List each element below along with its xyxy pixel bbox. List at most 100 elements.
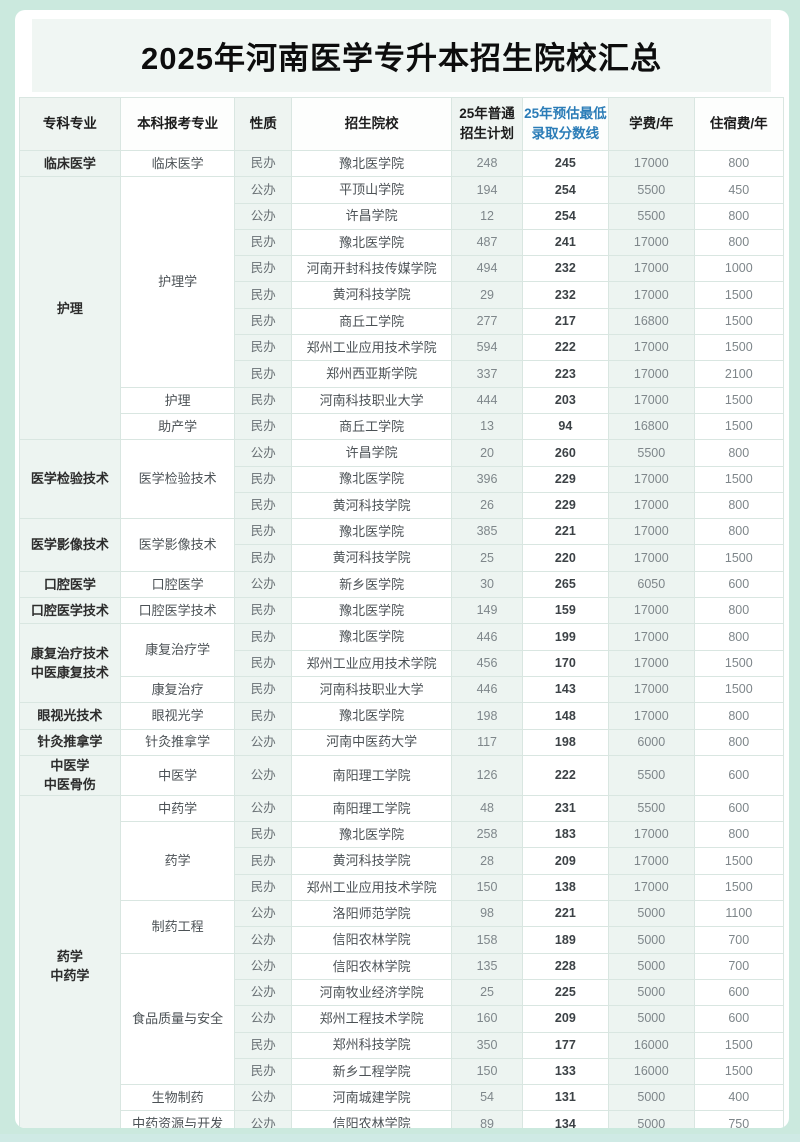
nature-cell: 民办: [234, 544, 292, 572]
plan-cell: 258: [451, 821, 523, 849]
score-cell: 199: [521, 623, 610, 651]
college-cell: 郑州科技学院: [290, 1031, 453, 1059]
score-cell: 159: [521, 597, 610, 625]
table-header: 专科专业 本科报考专业 性质 招生院校 25年普通 招生计划 25年预估最低 录取分数线 学费/…: [19, 97, 785, 151]
col-spec-major-header: 专科专业: [19, 97, 121, 151]
tuition-cell: 17000: [608, 847, 695, 875]
score-cell: 229: [521, 491, 610, 520]
score-cell: 223: [521, 360, 610, 388]
table-row: 民办 郑州工业应用技术学院 150 138 17000 1500: [20, 873, 785, 902]
score-cell: 221: [521, 900, 610, 928]
score-cell: 229: [521, 465, 610, 493]
plan-cell: 25: [451, 978, 523, 1007]
score-cell: 231: [521, 794, 610, 823]
dorm-cell: 700: [693, 926, 785, 954]
college-cell: 豫北医学院: [290, 518, 453, 546]
spec-major-cell: 中医学 中医骨伤: [19, 754, 121, 796]
college-cell: 豫北医学院: [290, 228, 453, 257]
dorm-cell: 800: [693, 597, 785, 625]
plan-cell: 150: [451, 1057, 523, 1086]
plan-cell: 158: [451, 926, 523, 954]
nature-cell: 民办: [234, 623, 292, 651]
score-cell: 254: [521, 176, 610, 204]
admissions-table: 专科专业 本科报考专业 性质 招生院校 25年普通 招生计划 25年预估最低 录取分数线 学费/…: [19, 97, 785, 1128]
table-row: 民办 黄河科技学院 29 232 17000 1500: [20, 281, 785, 309]
nature-cell: 公办: [234, 754, 292, 796]
dorm-cell: 800: [693, 491, 785, 520]
score-cell: 241: [521, 228, 610, 257]
nature-cell: 民办: [234, 675, 292, 704]
score-cell: 209: [521, 847, 610, 875]
plan-cell: 385: [451, 518, 523, 546]
nature-cell: 民办: [234, 847, 292, 875]
dorm-cell: 1500: [693, 1031, 785, 1059]
dorm-cell: 400: [693, 1084, 785, 1112]
plan-cell: 198: [451, 702, 523, 730]
nature-cell: 公办: [234, 794, 292, 823]
table-row: 护理 护理学 公办 平顶山学院 194 254 5500 450: [19, 176, 785, 441]
bachelor-major-cell: 食品质量与安全: [119, 952, 236, 1086]
plan-cell: 26: [451, 491, 523, 520]
college-cell: 豫北医学院: [290, 702, 453, 730]
plan-cell: 277: [451, 307, 523, 336]
nature-cell: 民办: [234, 360, 292, 388]
table-row: 民办 郑州西亚斯学院 337 223 17000 2100: [20, 360, 785, 388]
nature-cell: 公办: [234, 439, 292, 467]
tuition-cell: 17000: [608, 334, 695, 362]
bachelor-major-cell: 中药学: [119, 794, 236, 823]
plan-cell: 446: [451, 623, 523, 651]
nature-cell: 民办: [234, 386, 292, 414]
spec-major-cell: 口腔医学: [19, 570, 121, 599]
plan-cell: 54: [451, 1084, 523, 1112]
tuition-cell: 17000: [608, 491, 695, 520]
nature-cell: 民办: [234, 491, 292, 520]
nature-cell: 民办: [234, 649, 292, 677]
tuition-cell: 16000: [608, 1057, 695, 1086]
tuition-cell: 5000: [608, 1005, 695, 1033]
bottom-strip: [0, 1134, 800, 1142]
plan-cell: 126: [451, 754, 523, 796]
score-cell: 221: [521, 518, 610, 546]
plan-cell: 150: [451, 873, 523, 902]
college-cell: 豫北医学院: [290, 465, 453, 493]
tuition-cell: 17000: [608, 281, 695, 309]
plan-cell: 444: [451, 386, 523, 414]
college-cell: 黄河科技学院: [290, 491, 453, 520]
tuition-cell: 17000: [608, 623, 695, 651]
plan-cell: 29: [451, 281, 523, 309]
tuition-cell: 5500: [608, 176, 695, 204]
score-cell: 245: [521, 149, 610, 178]
college-cell: 信阳农林学院: [290, 952, 453, 980]
score-cell: 254: [521, 202, 610, 230]
dorm-cell: 450: [693, 176, 785, 204]
nature-cell: 公办: [234, 1110, 292, 1128]
nature-cell: 公办: [234, 202, 292, 230]
nature-cell: 公办: [234, 900, 292, 928]
dorm-cell: 800: [693, 518, 785, 546]
score-cell: 217: [521, 307, 610, 336]
tuition-cell: 17000: [608, 675, 695, 704]
dorm-cell: 700: [693, 952, 785, 980]
dorm-cell: 1500: [693, 649, 785, 677]
spec-major-cell: 药学 中药学: [19, 794, 121, 1128]
score-cell: 220: [521, 544, 610, 572]
nature-cell: 民办: [234, 873, 292, 902]
table-row: 助产学 民办 商丘工学院 13 94 16800 1500: [20, 412, 785, 441]
bachelor-major-cell: 药学: [119, 821, 236, 902]
plan-cell: 149: [451, 597, 523, 625]
score-cell: 148: [521, 702, 610, 730]
score-cell: 189: [521, 926, 610, 954]
tuition-cell: 5000: [608, 952, 695, 980]
spec-major-cell: 医学影像技术: [19, 518, 121, 572]
table-row: 公办 河南牧业经济学院 25 225 5000 600: [20, 978, 785, 1007]
college-cell: 信阳农林学院: [290, 926, 453, 954]
college-cell: 新乡工程学院: [290, 1057, 453, 1086]
nature-cell: 公办: [234, 728, 292, 756]
plan-cell: 28: [451, 847, 523, 875]
dorm-cell: 1500: [693, 675, 785, 704]
col-score-header: 25年预估最低 录取分数线: [521, 97, 610, 151]
bachelor-major-cell: 口腔医学: [119, 570, 236, 599]
tuition-cell: 17000: [608, 255, 695, 283]
tuition-cell: 16000: [608, 1031, 695, 1059]
score-cell: 133: [521, 1057, 610, 1086]
